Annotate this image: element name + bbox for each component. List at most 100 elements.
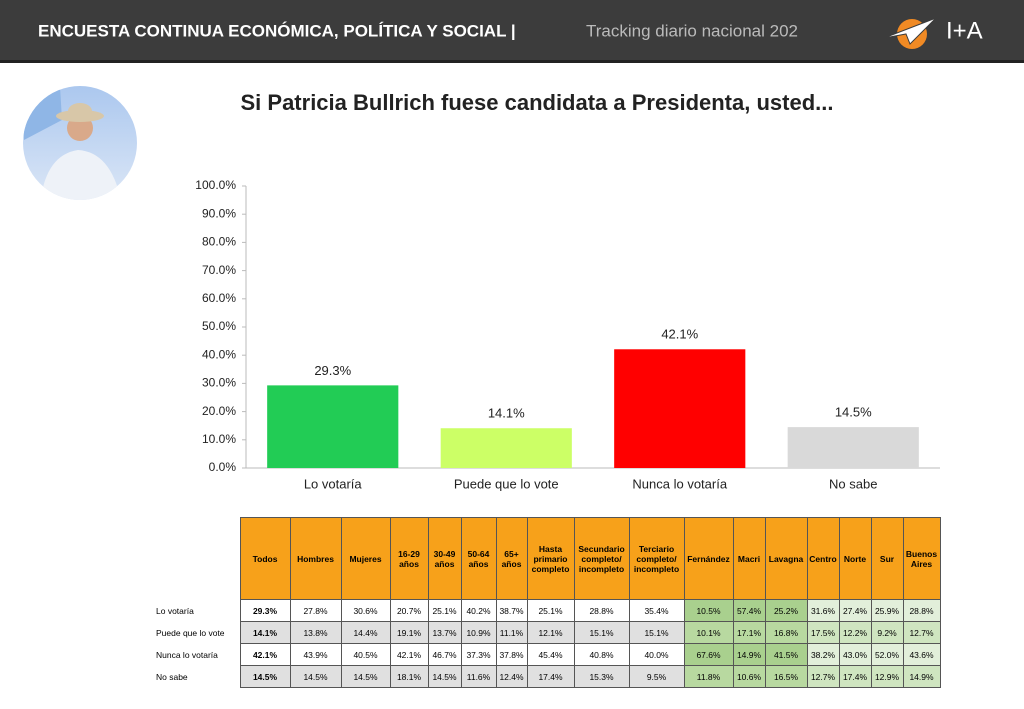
logo-text: I+A (946, 17, 983, 44)
table-cell: 25.1% (427, 599, 462, 622)
table-cell: 46.7% (427, 643, 462, 666)
table-cell: 30.6% (340, 599, 391, 622)
table-row: Lo votaría 29.3% 27.8% 30.6% 20.7% 25.1% 40.2%… (150, 599, 941, 622)
table-cell: 13.8% (289, 621, 342, 644)
photo (23, 86, 137, 200)
column-header: Buenos Aires (902, 517, 941, 600)
bar (614, 349, 746, 468)
column-header: Hombres (289, 517, 342, 600)
x-tick-label: Nunca lo votaría (632, 476, 727, 491)
table-cell: 38.2% (806, 643, 840, 666)
table-cell: 14.5% (239, 665, 291, 688)
column-header: Macri (732, 517, 766, 600)
table-cell: 16.5% (764, 665, 808, 688)
data-table: Todos Hombres Mujeres 16-29 años 30-49 años 5… (150, 517, 941, 688)
table-cell: 17.1% (732, 621, 766, 644)
table-cell: 35.4% (628, 599, 685, 622)
y-tick-label: 80.0% (202, 235, 236, 249)
table-cell: 43.6% (902, 643, 941, 666)
row-label: Lo votaría (156, 605, 194, 616)
bar (440, 428, 572, 468)
table-row: Puede que lo vote 14.1% 13.8% 14.4% 19.1% 13.… (150, 621, 941, 644)
value-label: 14.5% (835, 405, 872, 420)
table-cell: 43.9% (289, 643, 342, 666)
x-tick-label: No sabe (829, 476, 877, 491)
column-header: 65+ años (495, 517, 528, 600)
column-header: Terciario completo/ incompleto (628, 517, 685, 600)
y-tick-label: 0.0% (209, 460, 237, 474)
column-header: Sur (870, 517, 904, 600)
corner (150, 518, 240, 600)
table-cell: 15.1% (573, 621, 630, 644)
table-cell: 38.7% (495, 599, 528, 622)
table-cell: 40.8% (573, 643, 630, 666)
table-cell: 12.9% (870, 665, 904, 688)
header-title: ENCUESTA CONTINUA ECONÓMICA, POLÍTICA Y … (38, 21, 516, 40)
table-cell: 12.7% (902, 621, 941, 644)
column-header: Lavagna (764, 517, 808, 600)
column-header: Centro (806, 517, 840, 600)
table-cell: 17.4% (838, 665, 872, 688)
header-bar (0, 0, 1024, 60)
table-cell: 14.5% (289, 665, 342, 688)
table-cell: 9.5% (628, 665, 685, 688)
table-cell: 15.1% (628, 621, 685, 644)
table-cell: 37.8% (495, 643, 528, 666)
y-tick-label: 30.0% (202, 376, 236, 390)
table-cell: 14.5% (340, 665, 391, 688)
table-cell: 14.5% (427, 665, 462, 688)
table-cell: 10.6% (732, 665, 766, 688)
header-row: Todos Hombres Mujeres 16-29 años 30-49 años 5… (150, 517, 941, 600)
table-cell: 42.1% (239, 643, 291, 666)
table-cell: 12.1% (526, 621, 575, 644)
table-cell: 18.1% (389, 665, 429, 688)
table-cell: 15.3% (573, 665, 630, 688)
table-cell: 11.6% (460, 665, 497, 688)
column-header: 16-29 años (389, 517, 429, 600)
y-tick-label: 70.0% (202, 263, 236, 277)
y-tick-label: 60.0% (202, 291, 236, 305)
table-cell: 37.3% (460, 643, 497, 666)
column-header: 50-64 años (460, 517, 497, 600)
x-tick-label: Puede que lo vote (454, 476, 559, 491)
table-cell: 28.8% (902, 599, 941, 622)
table-cell: 9.2% (870, 621, 904, 644)
table-cell: 43.0% (838, 643, 872, 666)
table-cell: 29.3% (239, 599, 291, 622)
x-tick-label: Lo votaría (304, 476, 363, 491)
table-cell: 10.9% (460, 621, 497, 644)
table-cell: 40.5% (340, 643, 391, 666)
table-cell: 52.0% (870, 643, 904, 666)
table-cell: 13.7% (427, 621, 462, 644)
y-tick-label: 10.0% (202, 432, 236, 446)
column-header: Todos (239, 517, 291, 600)
table-cell: 11.1% (495, 621, 528, 644)
table-cell: 42.1% (389, 643, 429, 666)
table-cell: 41.5% (764, 643, 808, 666)
table-cell: 17.5% (806, 621, 840, 644)
column-header: 30-49 años (427, 517, 462, 600)
table-cell: 19.1% (389, 621, 429, 644)
table-cell: 14.1% (239, 621, 291, 644)
table-cell: 17.4% (526, 665, 575, 688)
table-cell: 14.9% (732, 643, 766, 666)
value-label: 14.1% (488, 406, 525, 421)
logo-icon (883, 17, 937, 49)
table-cell: 14.9% (902, 665, 941, 688)
table-cell: 12.7% (806, 665, 840, 688)
row-label: Nunca lo votaría (156, 649, 218, 660)
table-cell: 40.0% (628, 643, 685, 666)
table-row: Nunca lo votaría 42.1% 43.9% 40.5% 42.1% 46.7… (150, 643, 941, 666)
table-cell: 31.6% (806, 599, 840, 622)
column-header: Norte (838, 517, 872, 600)
table-cell: 28.8% (573, 599, 630, 622)
column-header: Hasta primario completo (526, 517, 575, 600)
y-tick-label: 100.0% (195, 178, 236, 192)
y-tick-label: 40.0% (202, 347, 236, 361)
bar (267, 385, 399, 468)
bar (787, 427, 919, 468)
table-cell: 25.1% (526, 599, 575, 622)
header-subtitle: Tracking diario nacional 202 (586, 21, 798, 40)
column-header: Fernández (683, 517, 734, 600)
table-cell: 27.8% (289, 599, 342, 622)
